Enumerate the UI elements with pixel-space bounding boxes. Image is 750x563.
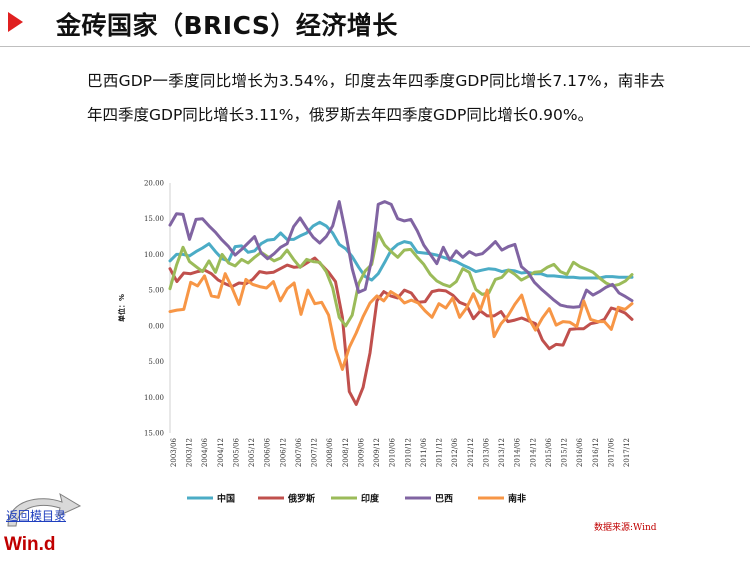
legend-label: 俄罗斯 [287, 493, 315, 505]
x-tick-label: 2016/06 [576, 437, 584, 467]
legend-label: 南非 [508, 493, 526, 505]
x-tick-label: 2015/06 [545, 437, 553, 467]
series-line [168, 231, 634, 328]
x-tick-label: 2003/12 [186, 438, 194, 467]
legend-label: 巴西 [435, 494, 453, 505]
title-bar: 金砖国家（BRICS）经济增长 [0, 0, 750, 46]
x-tick-label: 2006/06 [264, 437, 272, 467]
y-axis-label: 单位：% [117, 294, 126, 322]
back-to-contents-link[interactable]: 返回模目录 [6, 509, 67, 523]
x-tick-label: 2012/06 [451, 437, 459, 467]
x-tick-label: 2005/06 [232, 437, 240, 467]
series-line [168, 256, 634, 406]
y-tick-label: 10.00 [144, 394, 164, 402]
x-tick-label: 2017/12 [623, 438, 631, 467]
y-tick-label: 20.00 [144, 180, 164, 188]
x-tick-label: 2009/12 [373, 438, 381, 467]
x-tick-label: 2007/06 [295, 437, 303, 467]
x-tick-label: 2006/12 [279, 438, 287, 467]
x-tick-label: 2008/06 [326, 437, 334, 467]
wind-logo: Win.d [4, 534, 56, 555]
title-triangle-icon [8, 12, 23, 32]
y-tick-label: 15.00 [144, 215, 164, 223]
x-tick-label: 2016/12 [592, 438, 600, 467]
x-tick-label: 2003/06 [170, 437, 178, 467]
y-tick-label: 0.00 [148, 322, 164, 330]
x-tick-label: 2015/12 [561, 438, 569, 467]
x-tick-label: 2010/12 [404, 438, 412, 467]
x-tick-label: 2008/12 [342, 438, 350, 467]
series-line [168, 220, 634, 282]
x-tick-label: 2014/12 [529, 438, 537, 467]
y-tick-label: 10.00 [144, 251, 164, 259]
x-tick-label: 2007/12 [311, 438, 319, 467]
x-tick-label: 2011/06 [420, 437, 428, 467]
series-line [168, 272, 634, 371]
x-tick-label: 2004/06 [201, 437, 209, 467]
y-tick-label: 5.00 [148, 358, 164, 366]
back-arrow-icon[interactable] [0, 486, 90, 560]
data-source: 数据来源:Wind [594, 523, 657, 533]
x-tick-label: 2012/12 [467, 438, 475, 467]
legend-label: 印度 [361, 493, 380, 505]
series-line [168, 200, 634, 309]
x-tick-label: 2004/12 [217, 438, 225, 467]
y-tick-label: 5.00 [148, 287, 164, 295]
title-divider [0, 46, 750, 47]
x-tick-label: 2005/12 [248, 438, 256, 467]
x-tick-label: 2014/06 [514, 437, 522, 467]
x-tick-label: 2013/12 [498, 438, 506, 467]
x-tick-label: 2009/06 [357, 437, 365, 467]
page-title: 金砖国家（BRICS）经济增长 [56, 11, 398, 40]
x-tick-label: 2010/06 [389, 437, 397, 467]
x-tick-label: 2017/06 [607, 437, 615, 467]
y-tick-label: 15.00 [144, 430, 164, 438]
x-tick-label: 2011/12 [436, 438, 444, 467]
summary-text: 巴西GDP一季度同比增长为3.54%，印度去年四季度GDP同比增长7.17%，南… [87, 72, 665, 124]
legend-label: 中国 [217, 493, 235, 505]
x-tick-label: 2013/06 [482, 437, 490, 467]
